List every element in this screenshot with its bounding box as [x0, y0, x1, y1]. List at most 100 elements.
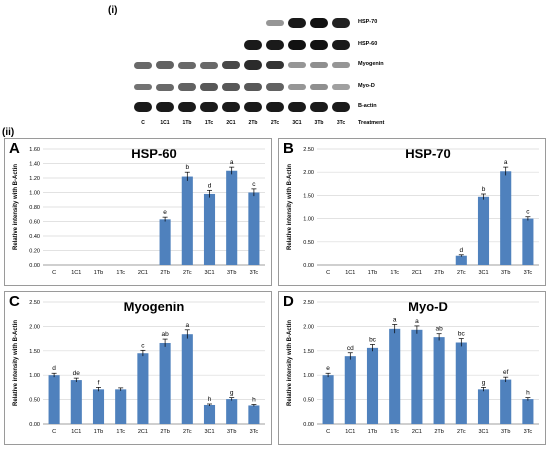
blot-band — [332, 40, 350, 50]
x-tick-label: 2C1 — [138, 270, 148, 276]
significance-letter: ab — [161, 331, 169, 338]
blot-band — [332, 84, 350, 89]
significance-letter: h — [526, 390, 530, 397]
blot-lane-label: 1C1 — [154, 120, 176, 126]
significance-letter: ef — [503, 369, 509, 376]
blot-band — [244, 83, 262, 91]
x-tick-label: 2Tb — [434, 270, 443, 276]
blot-lane-label: 2C1 — [220, 120, 242, 126]
blot-band — [200, 102, 218, 112]
y-tick-label: 1.60 — [29, 147, 40, 153]
x-tick-label: 2C1 — [138, 429, 148, 435]
bar — [478, 389, 489, 424]
significance-letter: a — [230, 159, 234, 166]
blot-lane-label: 3Tc — [330, 120, 352, 126]
y-tick-label: 0.40 — [29, 234, 40, 240]
y-tick-label: 0.00 — [29, 263, 40, 269]
blot-lane-label: 2Tb — [242, 120, 264, 126]
x-tick-label: 1C1 — [71, 429, 81, 435]
bar — [93, 389, 104, 424]
blot-band — [178, 102, 196, 112]
y-tick-label: 0.00 — [303, 422, 314, 428]
y-tick-label: 1.50 — [303, 193, 314, 199]
y-tick-label: 0.00 — [29, 422, 40, 428]
blot-band — [310, 18, 328, 28]
y-tick-label: 1.40 — [29, 162, 40, 168]
blot-band — [244, 60, 262, 69]
blot-band — [288, 62, 306, 68]
x-tick-label: 2Tc — [183, 429, 192, 435]
x-tick-label: 3C1 — [204, 270, 214, 276]
significance-letter: g — [230, 390, 234, 397]
blot-band — [178, 83, 196, 90]
y-tick-label: 2.50 — [303, 147, 314, 153]
x-tick-label: 2C1 — [412, 429, 422, 435]
chart-panel-b: B HSP-70 0.00 0.50 1.00 1.50 2.00 2.50 Relative … — [278, 138, 546, 286]
significance-letter: bc — [458, 331, 466, 338]
chart-a-svg: A HSP-60 0.00 0.20 0.40 0.60 0.80 1.00 1.20 1.40 1… — [5, 139, 271, 285]
significance-letter: b — [185, 164, 189, 171]
blot-band — [222, 83, 240, 91]
y-tick-label: 2.00 — [303, 170, 314, 176]
bar — [500, 380, 511, 424]
x-tick-label: 2Tb — [434, 429, 443, 435]
blot-lane-label: 3C1 — [286, 120, 308, 126]
chart-title: Myo-D — [408, 299, 448, 314]
x-tick-label: 3Tc — [524, 429, 533, 435]
significance-letter: a — [393, 316, 397, 323]
y-axis-label: Relative intensity with B-Actin — [13, 164, 19, 250]
x-tick-label: 1Tb — [94, 429, 103, 435]
x-tick-label: 2Tc — [457, 270, 466, 276]
blot-band — [222, 102, 240, 112]
chart-panel-c: C Myogenin 0.00 0.50 1.00 1.50 2.00 2.50 Relativ… — [4, 291, 272, 445]
blot-band — [244, 40, 262, 50]
significance-letter: cd — [347, 345, 354, 352]
x-tick-label: 3C1 — [478, 429, 488, 435]
bar — [226, 171, 237, 265]
x-tick-label: 2Tc — [457, 429, 466, 435]
y-tick-label: 2.50 — [29, 300, 40, 306]
significance-letter: e — [163, 209, 167, 216]
x-tick-label: C — [52, 270, 56, 276]
significance-letter: d — [52, 365, 56, 372]
y-axis-label: Relative intensity with B-Actin — [13, 320, 19, 406]
chart-title: Myogenin — [124, 299, 185, 314]
x-tick-label: 2Tc — [183, 270, 192, 276]
part-i-label: (i) — [108, 5, 117, 16]
significance-letter: h — [252, 396, 256, 403]
bar — [323, 375, 334, 424]
bar — [115, 389, 126, 424]
x-tick-label: C — [326, 429, 330, 435]
blot-band — [266, 20, 284, 26]
x-tick-label: 2Tb — [160, 270, 169, 276]
bar — [456, 256, 467, 265]
significance-letter: d — [208, 182, 212, 189]
blot-band — [156, 84, 174, 91]
blot-band — [310, 84, 328, 90]
panel-letter: B — [283, 140, 294, 157]
blot-lane-label: 3Tb — [308, 120, 330, 126]
bar — [367, 348, 378, 424]
blot-band — [200, 62, 218, 69]
chart-title: HSP-70 — [405, 146, 451, 161]
bar — [160, 343, 171, 424]
chart-title: HSP-60 — [131, 146, 177, 161]
x-tick-label: 3Tc — [250, 270, 259, 276]
bar — [434, 337, 445, 424]
blot-band — [332, 18, 350, 27]
y-tick-label: 0.20 — [29, 249, 40, 255]
blot-band — [178, 62, 196, 69]
x-tick-label: 1Tb — [368, 270, 377, 276]
x-tick-label: C — [326, 270, 330, 276]
blot-band — [288, 84, 306, 90]
blot-band — [266, 40, 284, 50]
y-tick-label: 0.50 — [303, 240, 314, 246]
blot-lane-label: C — [132, 120, 154, 126]
chart-b-svg: B HSP-70 0.00 0.50 1.00 1.50 2.00 2.50 Relative … — [279, 139, 545, 285]
significance-letter: c — [141, 342, 145, 349]
significance-letter: g — [482, 379, 486, 386]
significance-letter: c — [526, 209, 530, 216]
bar — [500, 171, 511, 265]
x-tick-label: 3C1 — [478, 270, 488, 276]
x-tick-label: C — [52, 429, 56, 435]
